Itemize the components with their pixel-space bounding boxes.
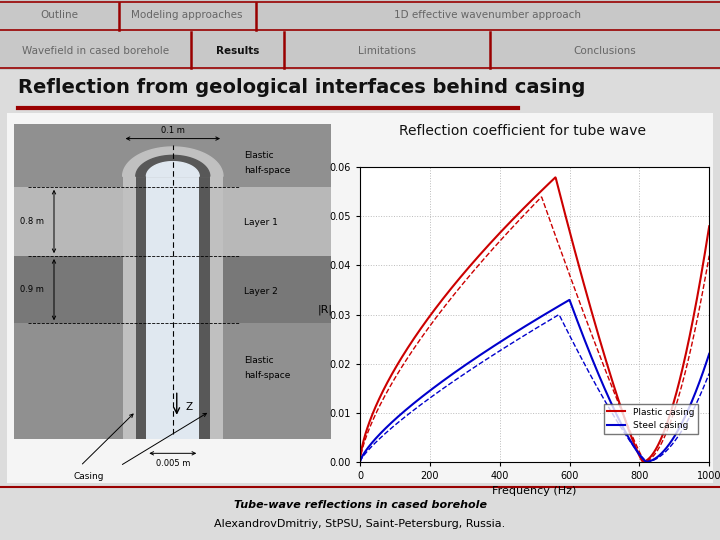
Line: Plastic casing: Plastic casing <box>360 177 709 462</box>
Text: Z: Z <box>186 402 193 412</box>
Bar <box>122 177 223 438</box>
Text: Outline: Outline <box>40 10 78 21</box>
Plastic casing <box>596 338 605 345</box>
Polygon shape <box>136 156 210 177</box>
Text: AlexandrovDmitriy, StPSU, Saint-Petersburg, Russia.: AlexandrovDmitriy, StPSU, Saint-Petersbu… <box>215 519 505 529</box>
Text: Elastic: Elastic <box>244 151 274 160</box>
Text: Tube-wave reflections in cased borehole: Tube-wave reflections in cased borehole <box>233 500 487 510</box>
Text: Wavefield in cased borehole: Wavefield in cased borehole <box>22 45 169 56</box>
Steel casing <box>629 441 637 448</box>
Line: Steel casing: Steel casing <box>360 300 709 462</box>
Text: 1D effective wavenumber approach: 1D effective wavenumber approach <box>395 10 581 21</box>
Bar <box>136 177 210 438</box>
Plastic casing <box>392 364 400 371</box>
Plastic casing <box>629 437 637 443</box>
Bar <box>14 124 331 187</box>
Text: 0.1 m: 0.1 m <box>161 126 185 134</box>
Bar <box>14 323 331 438</box>
Text: Conclusions: Conclusions <box>573 45 636 56</box>
Text: Elastic: Elastic <box>244 356 274 366</box>
Steel casing <box>510 330 518 336</box>
Bar <box>14 256 331 323</box>
Plastic casing <box>510 215 518 221</box>
Text: Limitations: Limitations <box>358 45 416 56</box>
X-axis label: Frequency (Hz): Frequency (Hz) <box>492 487 577 496</box>
Text: Modeling approaches: Modeling approaches <box>132 10 243 21</box>
Bar <box>14 187 331 256</box>
Polygon shape <box>122 147 223 177</box>
Steel casing <box>634 451 643 457</box>
Steel casing <box>565 296 574 303</box>
Text: Casing: Casing <box>73 472 104 481</box>
Text: Reflection coefficient for tube wave: Reflection coefficient for tube wave <box>399 125 646 138</box>
Steel casing <box>392 416 400 422</box>
Text: half-space: half-space <box>244 166 290 174</box>
Text: half-space: half-space <box>244 371 290 380</box>
Text: Layer 1: Layer 1 <box>244 218 278 227</box>
Plastic casing <box>634 451 643 458</box>
Text: Results: Results <box>216 45 259 56</box>
Text: 0.005 m: 0.005 m <box>156 460 190 468</box>
Plastic casing <box>705 223 714 230</box>
Plastic casing <box>551 174 559 180</box>
Text: Layer 2: Layer 2 <box>244 287 278 296</box>
Plastic casing <box>497 228 505 235</box>
Steel casing <box>356 458 364 465</box>
Text: 0.8 m: 0.8 m <box>19 217 44 226</box>
Legend: Plastic casing, Steel casing: Plastic casing, Steel casing <box>603 404 698 434</box>
Y-axis label: |R|: |R| <box>318 304 333 314</box>
Text: 0.9 m: 0.9 m <box>19 285 43 294</box>
Bar <box>146 177 199 438</box>
Polygon shape <box>146 161 199 177</box>
Text: Reflection from geological interfaces behind casing: Reflection from geological interfaces be… <box>18 78 585 97</box>
Steel casing <box>596 375 605 381</box>
Steel casing <box>705 350 714 357</box>
Plastic casing <box>356 458 364 465</box>
Steel casing <box>497 338 505 345</box>
